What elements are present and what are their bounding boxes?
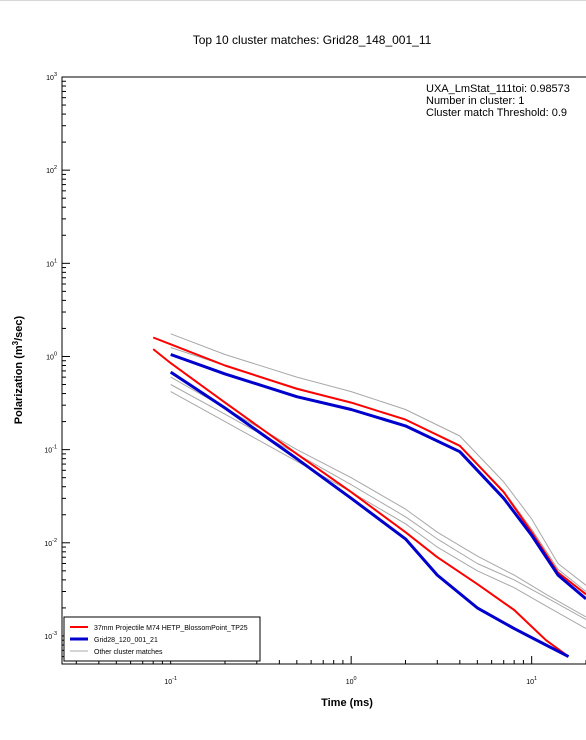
legend-label: Other cluster matches <box>94 649 163 656</box>
legend-label: Grid28_120_001_21 <box>94 637 158 644</box>
y-tick-label: 10-3 <box>44 631 57 641</box>
series-layer <box>152 333 586 658</box>
y-tick-label: 101 <box>46 258 57 268</box>
y-tick-label: 100 <box>46 351 57 361</box>
series-group <box>152 336 586 658</box>
top-rule <box>0 0 586 1</box>
x-axis-label: Time (ms) <box>321 697 373 709</box>
legend-box <box>63 616 261 662</box>
series-line <box>169 370 570 658</box>
y-tick-label: 103 <box>46 72 57 82</box>
legend: 37mm Projectile M74 HETP_BlossomPoint_TP… <box>63 616 261 662</box>
y-axis-label: Polarization (m3/sec) <box>11 315 25 424</box>
tick-layer: 103 102 101 100 10-1 10-2 10-3 10-1 100 101 <box>44 72 586 686</box>
y-tick-label: 102 <box>46 165 57 175</box>
annotation-line-1: UXA_LmStat_111toi: 0.98573 <box>426 83 570 95</box>
legend-label: 37mm Projectile M74 HETP_BlossomPoint_TP… <box>94 625 248 632</box>
series-line <box>170 384 586 621</box>
x-tick-label: 101 <box>526 676 537 686</box>
series-group <box>169 353 586 658</box>
annotation-line-3: Cluster match Threshold: 0.9 <box>426 107 567 119</box>
series-line <box>170 333 586 586</box>
series-line <box>170 391 586 630</box>
plot-area <box>61 76 586 665</box>
chart-title: Top 10 cluster matches: Grid28_148_001_1… <box>193 33 432 47</box>
x-tick-label: 10-1 <box>164 676 177 686</box>
series-line <box>152 336 586 596</box>
y-tick-label: 10-1 <box>44 445 57 455</box>
annotation-line-2: Number in cluster: 1 <box>426 95 524 107</box>
series-group <box>170 333 586 630</box>
series-line <box>152 348 570 658</box>
x-tick-label: 100 <box>346 676 357 686</box>
series-line <box>170 353 586 601</box>
series-line <box>170 347 586 592</box>
y-tick-label: 10-2 <box>44 538 57 548</box>
